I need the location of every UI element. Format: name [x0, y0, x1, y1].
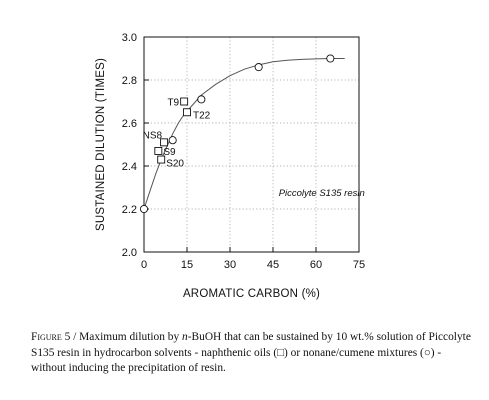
- y-tick-label: 2.6: [122, 118, 137, 130]
- x-tick-label: 30: [224, 259, 236, 271]
- caption-text-1: 5 / Maximum dilution by: [61, 331, 183, 343]
- square-marker: [157, 155, 166, 164]
- y-tick-label: 2.4: [122, 161, 137, 173]
- square-marker: [183, 108, 191, 117]
- figure-caption: Figure 5 / Maximum dilution by n-BuOH th…: [31, 330, 471, 377]
- point-label: S9: [163, 147, 176, 158]
- x-tick-label: 15: [181, 259, 193, 271]
- y-tick-label: 3.0: [122, 32, 137, 44]
- caption-text-3: ) or nonane/cumene mixtures (: [284, 346, 424, 359]
- x-tick-label: 45: [267, 259, 279, 271]
- circle-symbol: ○: [423, 346, 431, 359]
- square-marker: [180, 97, 189, 106]
- axis-ticks: [143, 36, 360, 253]
- chart: 0 15 30 45 60 75 2.0 2.2 2.4 2.6 2.8 3.0 T9 T22 NS8S9…: [95, 32, 365, 300]
- fit-curve: [143, 58, 345, 210]
- square-marker: [160, 138, 169, 147]
- x-tick-label: 75: [353, 259, 365, 271]
- caption-text-2: -BuOH that can be sustained by 10 wt.% s…: [31, 331, 471, 359]
- chart-annotation: Piccolyte S135 resin: [279, 188, 365, 199]
- caption-figure-prefix: Figure: [31, 331, 62, 343]
- grid: [144, 37, 359, 252]
- caption-italic-n: n: [182, 331, 188, 343]
- square-marker: [154, 146, 163, 155]
- circle-marker: [197, 95, 206, 104]
- tick-labels: 0 15 30 45 60 75 2.0 2.2 2.4 2.6 2.8 3.0: [122, 32, 365, 271]
- x-axis-label: AROMATIC CARBON (%): [183, 288, 320, 300]
- point-label: T9: [167, 98, 179, 109]
- circle-marker: [254, 63, 263, 72]
- x-tick-label: 60: [310, 259, 322, 271]
- circle-marker: [326, 54, 335, 63]
- plot-frame: [143, 36, 360, 253]
- data-points: [139, 54, 335, 214]
- point-label: T22: [193, 110, 211, 121]
- y-tick-label: 2.8: [122, 75, 137, 87]
- circle-marker: [139, 204, 149, 214]
- point-label: S20: [166, 159, 184, 170]
- y-tick-label: 2.0: [122, 247, 137, 259]
- point-label: NS8: [143, 130, 163, 141]
- circle-marker: [168, 136, 177, 145]
- y-axis-label: SUSTAINED DILUTION (TIMES): [95, 58, 107, 231]
- caption-text-4: ) - without inducing the precipitation o…: [31, 346, 442, 375]
- square-symbol: □: [277, 346, 285, 359]
- x-tick-label: 0: [141, 259, 147, 271]
- y-tick-label: 2.2: [122, 204, 137, 216]
